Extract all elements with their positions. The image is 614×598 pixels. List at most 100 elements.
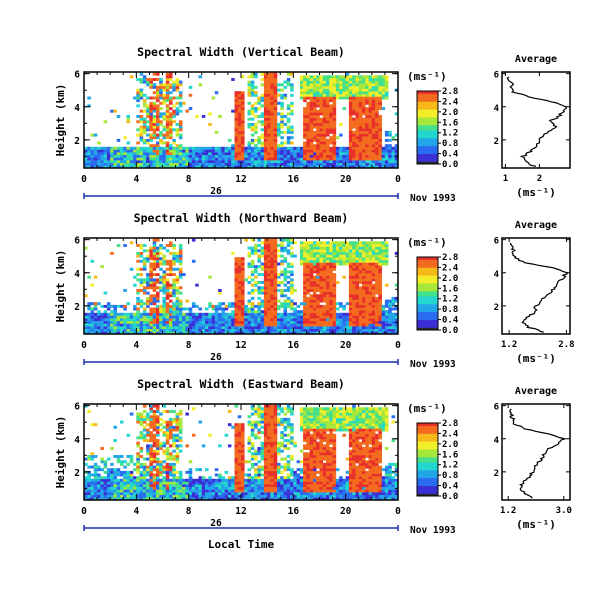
heatmap-cell [273,117,278,121]
heatmap-cell [384,299,389,303]
heatmap-cell [348,267,353,271]
heatmap-cell [237,104,242,108]
heatmap-cell [342,93,346,97]
heatmap-cell [365,244,369,247]
heatmap-cell [178,109,183,113]
heatmap-cell [260,281,265,284]
heatmap-cell [142,468,147,472]
heatmap-cell [371,149,376,153]
heatmap-cell [263,294,268,298]
heatmap-cell [309,83,314,87]
heatmap-cell [133,462,137,466]
heatmap-cell [322,101,327,105]
heatmap-cell [139,88,144,92]
heatmap-cell [375,262,379,266]
heatmap-cell [198,149,203,153]
heatmap-cell [299,244,304,247]
heatmap-cell [169,425,173,429]
heatmap-cell [329,307,333,311]
heatmap-cell [286,328,291,332]
heatmap-cell [103,310,108,314]
heatmap-cell [335,254,340,258]
heatmap-cell [263,75,268,79]
heatmap-cell [303,296,307,300]
heatmap-cell [142,149,147,153]
heatmap-cell [139,160,144,164]
heatmap-cell [156,125,160,129]
heatmap-cell [316,125,320,129]
heatmap-cell [188,492,193,496]
heatmap-cell [326,294,330,298]
heatmap-cell [378,251,382,255]
heatmap-cell [93,146,98,150]
heatmap-cell [388,144,392,148]
heatmap-cell [152,109,157,113]
heatmap-cell [227,318,232,322]
heatmap-cell [165,141,170,145]
heatmap-cell [277,315,281,319]
heatmap-cell [237,146,242,150]
heatmap-cell [270,302,274,306]
heatmap-cell [169,283,173,287]
heatmap-cell [221,328,225,332]
heatmap-cell [332,294,337,298]
heatmap-cell [358,138,363,142]
heatmap-cell [270,138,274,142]
heatmap-cell [133,318,137,322]
heatmap-cell [371,85,376,89]
heatmap-cell [306,107,310,111]
heatmap-cell [201,312,206,316]
heatmap-cell [191,315,196,319]
heatmap-cell [172,109,176,113]
heatmap-cell [149,267,153,271]
heatmap-cell [329,246,333,250]
heatmap-cell [299,162,304,166]
heatmap-cell [234,318,239,322]
heatmap-cell [355,294,360,298]
heatmap-cell [159,83,163,87]
heatmap-cell [149,431,153,435]
heatmap-cell [90,154,95,158]
heatmap-cell [191,326,196,330]
heatmap-cell [103,481,108,485]
heatmap-cell [93,165,98,169]
heatmap-cell [110,165,114,169]
heatmap-cell [87,275,91,279]
heatmap-cell [306,149,310,153]
heatmap-cell [90,423,95,427]
heatmap-cell [339,320,343,324]
heatmap-cell [250,128,255,132]
heatmap-cell [87,323,91,327]
heatmap-cell [142,312,147,316]
heatmap-cell [345,149,350,153]
heatmap-cell [241,275,245,279]
heatmap-cell [309,80,314,84]
heatmap-cell [139,117,144,121]
heatmap-cell [309,138,314,142]
heatmap-cell [103,160,108,164]
heatmap-cell [371,302,376,306]
heatmap-cell [290,101,294,105]
heatmap-cell [326,117,330,121]
heatmap-cell [191,323,196,327]
heatmap-cell [172,146,176,150]
heatmap-cell [156,115,160,118]
heatmap-cell [365,251,369,255]
heatmap-cell [326,115,330,118]
heatmap-cell [267,120,271,124]
heatmap-cell [316,249,320,253]
heatmap-cell [306,267,310,271]
heatmap-cell [100,486,104,490]
heatmap-cell [172,152,176,156]
heatmap-cell [152,254,157,258]
heatmap-cell [365,83,369,87]
colorbar-segment [417,322,438,326]
heatmap-cell [283,299,288,303]
colorbar-segment [417,324,438,328]
heatmap-cell [185,149,189,153]
heatmap-cell [201,315,206,319]
heatmap-cell [237,296,242,300]
heatmap-cell [378,107,382,111]
heatmap-cell [146,259,150,263]
heatmap-cell [352,141,356,145]
